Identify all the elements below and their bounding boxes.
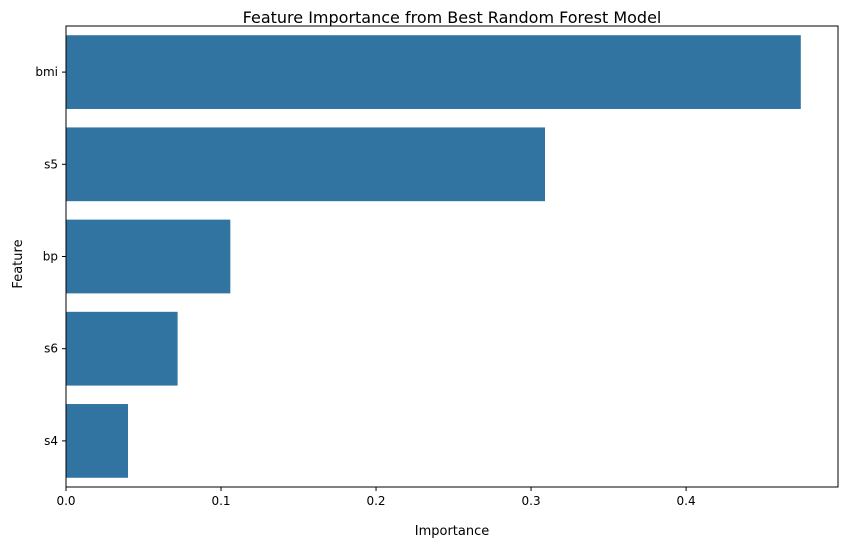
bar-s5 xyxy=(66,127,546,202)
x-tick-label: 0.3 xyxy=(522,494,541,508)
y-tick-label: s4 xyxy=(44,434,58,448)
chart-title: Feature Importance from Best Random Fore… xyxy=(243,8,662,27)
bar-s4 xyxy=(66,404,129,478)
plot-frame xyxy=(65,25,839,488)
x-axis-label: Importance xyxy=(415,524,490,539)
bar-s6 xyxy=(66,311,178,386)
x-tick-label: 0.0 xyxy=(56,494,75,508)
y-tick-label: bp xyxy=(43,250,58,264)
x-tick-label: 0.2 xyxy=(366,494,385,508)
y-tick-label: s6 xyxy=(44,342,58,356)
plot-area: bmi s5 bp s6 s4 0.0 0.1 0.2 0.3 0.4 xyxy=(35,25,839,508)
bar-bmi xyxy=(66,35,801,109)
bar-bp xyxy=(66,219,231,294)
x-tick-label: 0.1 xyxy=(211,494,230,508)
y-tick-label: bmi xyxy=(35,65,58,79)
y-axis-label: Feature xyxy=(11,239,26,288)
x-tick-label: 0.4 xyxy=(677,494,696,508)
y-tick-label: s5 xyxy=(44,157,58,171)
